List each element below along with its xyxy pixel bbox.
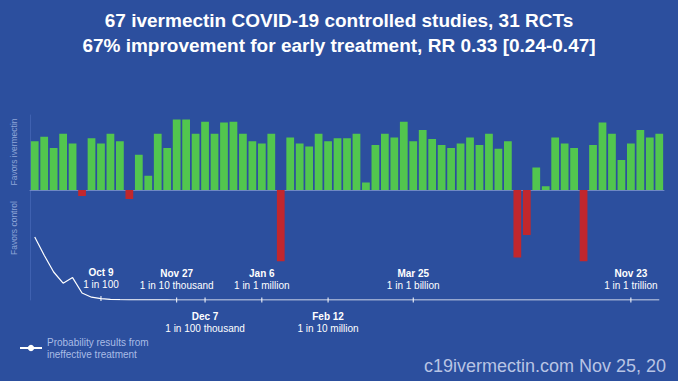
svg-text:1 in 10 million: 1 in 10 million <box>297 323 358 334</box>
svg-text:1 in 100: 1 in 100 <box>83 279 119 290</box>
svg-text:Jan 6: Jan 6 <box>249 268 275 279</box>
svg-text:Favors control: Favors control <box>9 201 19 255</box>
svg-text:ineffective treatment: ineffective treatment <box>47 349 137 360</box>
svg-text:Probability results from: Probability results from <box>47 337 151 348</box>
svg-text:1 in 100 thousand: 1 in 100 thousand <box>165 323 245 334</box>
svg-text:Nov 23: Nov 23 <box>614 268 647 279</box>
svg-text:c19ivermectin.com Nov 25, 20: c19ivermectin.com Nov 25, 20 <box>424 356 666 376</box>
svg-text:Oct 9: Oct 9 <box>88 267 113 278</box>
svg-text:1 in 1 trillion: 1 in 1 trillion <box>604 280 657 291</box>
svg-text:Nov 27: Nov 27 <box>160 268 193 279</box>
svg-text:67% improvement for early trea: 67% improvement for early treatment, RR … <box>82 35 595 56</box>
svg-text:67 ivermectin COVID-19 control: 67 ivermectin COVID-19 controlled studie… <box>105 10 573 31</box>
svg-text:1 in 1 billion: 1 in 1 billion <box>387 280 440 291</box>
svg-text:Feb 12: Feb 12 <box>312 311 344 322</box>
svg-text:Mar 25: Mar 25 <box>397 268 429 279</box>
svg-text:1 in 1 million: 1 in 1 million <box>234 280 290 291</box>
svg-text:Dec 7: Dec 7 <box>192 311 219 322</box>
svg-text:1 in 10 thousand: 1 in 10 thousand <box>140 280 214 291</box>
svg-text:Favors ivermectin: Favors ivermectin <box>9 118 19 185</box>
